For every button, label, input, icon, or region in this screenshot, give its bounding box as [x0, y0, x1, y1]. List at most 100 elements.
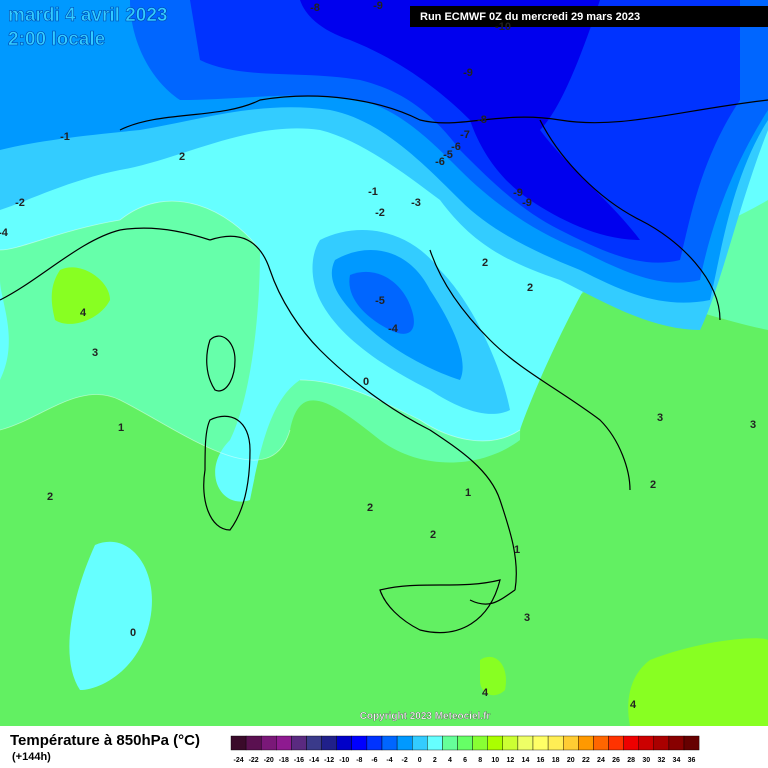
coastline: [209, 235, 631, 605]
scale-swatch: [381, 735, 398, 751]
scale-swatch: [457, 735, 473, 751]
lime-zone: [480, 656, 506, 696]
temperature-map: Run ECMWF 0Z du mercredi 29 mars 2023 ma…: [0, 0, 768, 726]
legend-title: Température à 850hPa (°C): [10, 732, 200, 749]
scale-swatch: [653, 735, 670, 751]
isotherm: [0, 200, 261, 251]
scale-label: 24: [597, 757, 605, 764]
contour-label: -10: [495, 21, 511, 33]
contour-label: 1: [465, 487, 471, 499]
scale-label: 36: [688, 757, 696, 764]
scale-swatch: [683, 735, 700, 751]
isotherm: [299, 379, 521, 442]
contour-label: -2: [375, 207, 385, 219]
contour-label: 2: [482, 257, 488, 269]
scale-label: 14: [522, 757, 530, 764]
scale-swatch: [336, 735, 353, 751]
scale-swatch: [608, 735, 624, 751]
darkest-blue-zone: [300, 0, 640, 240]
scale-label: -12: [324, 757, 334, 764]
scale-swatch: [532, 735, 549, 751]
scale-swatch: [593, 735, 609, 751]
scale-label: -16: [294, 757, 304, 764]
contour-label: -8: [477, 114, 487, 126]
scale-label: -8: [356, 757, 362, 764]
contour-label: -9: [513, 187, 523, 199]
scale-swatch: [276, 735, 292, 751]
border: [0, 95, 768, 321]
scale-swatch: [412, 735, 428, 751]
contour-label: -8: [310, 2, 320, 14]
contour-label: 3: [524, 612, 530, 624]
forecast-time: 2:00 locale: [8, 29, 105, 50]
contour-label: -4: [388, 323, 399, 335]
contour-label: 0: [130, 627, 136, 639]
contour-label: -1: [60, 131, 70, 143]
contour-label: -3: [411, 197, 421, 209]
contour-label: -6: [451, 141, 461, 153]
contour-label: -9: [522, 197, 532, 209]
scale-label: -20: [264, 757, 274, 764]
scale-swatch: [245, 735, 262, 751]
contour-label: 2: [367, 502, 373, 514]
scale-label: 12: [506, 757, 514, 764]
dark-blue-zone: [190, 0, 740, 263]
scale-swatch: [623, 735, 639, 751]
contour-label: 2: [430, 529, 436, 541]
scale-swatch: [487, 735, 504, 751]
scale-label: 2: [433, 757, 437, 764]
scale-label: -22: [249, 757, 259, 764]
scale-swatch: [638, 735, 655, 751]
scale-swatch: [321, 735, 337, 751]
contour-label: 3: [750, 419, 756, 431]
scale-swatch: [291, 735, 307, 751]
scale-swatch: [668, 735, 685, 751]
scale-label: -18: [279, 757, 289, 764]
lime-zone: [51, 267, 110, 324]
contour-label: 1: [118, 422, 124, 434]
scale-swatch: [563, 735, 579, 751]
contour-label: -1: [368, 186, 378, 198]
lead-time: (+144h): [12, 751, 51, 763]
contour-labels: -8-9-10-9-8-7-6-5-6-9-9-12-2-1-2-3-422-5…: [0, 0, 756, 711]
cyan-zone: [0, 280, 9, 380]
contour-label: -5: [375, 295, 385, 307]
contour-label: 4: [630, 699, 637, 711]
contour-label: 4: [80, 307, 87, 319]
scale-label: -2: [402, 757, 408, 764]
scale-label: 6: [463, 757, 467, 764]
contour-label: 2: [179, 151, 185, 163]
scale-label: 26: [612, 757, 620, 764]
contour-label: -6: [435, 156, 445, 168]
cyan-zone: [69, 541, 152, 690]
scale-label: -24: [233, 757, 243, 764]
contour-label: -5: [443, 149, 453, 161]
contour-label: 2: [527, 282, 533, 294]
scale-swatch: [502, 735, 519, 751]
scale-label: 0: [418, 757, 422, 764]
scale-label: 34: [673, 757, 681, 764]
scale-label: -6: [371, 757, 377, 764]
scale-label: 20: [567, 757, 575, 764]
copyright: Copyright 2023 Meteociel.fr: [360, 711, 491, 722]
contour-label: -4: [0, 227, 9, 239]
scale-label: 4: [448, 757, 452, 764]
lime-zone: [628, 638, 768, 726]
contour-label: 3: [657, 412, 663, 424]
contour-label: -9: [463, 67, 473, 79]
scale-label: 10: [491, 757, 499, 764]
run-banner: [410, 6, 768, 27]
scale-swatch: [366, 735, 383, 751]
scale-swatch: [261, 735, 277, 751]
scale-label: 22: [582, 757, 590, 764]
scale-label: -10: [339, 757, 349, 764]
scale-swatch: [396, 735, 413, 751]
contour-label: -9: [373, 0, 383, 12]
run-info: Run ECMWF 0Z du mercredi 29 mars 2023: [420, 11, 640, 23]
scale-swatch: [547, 735, 564, 751]
scale-label: 16: [537, 757, 545, 764]
scale-label: -4: [386, 757, 392, 764]
color-scale: -24 -22 -20 -18 -16 -14 -12 -10 -8 -6 -4 -2 0 2 4 6 8 10 1…: [230, 735, 700, 764]
scale-label: -14: [309, 757, 319, 764]
